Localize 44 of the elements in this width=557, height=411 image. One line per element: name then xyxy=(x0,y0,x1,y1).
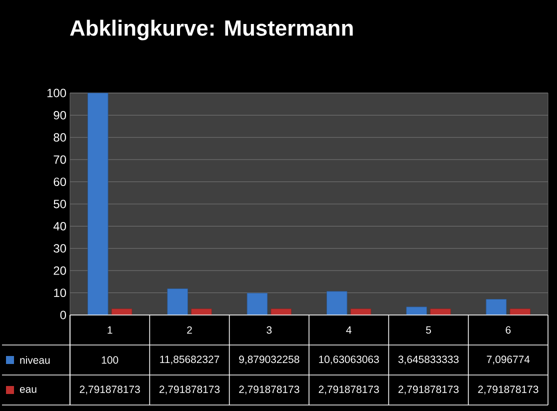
y-tick-label: 10 xyxy=(54,288,66,298)
bar xyxy=(326,291,348,316)
y-tick-label: 60 xyxy=(54,178,66,186)
y-tick-label: 100 xyxy=(47,88,66,98)
bar xyxy=(486,299,507,316)
x-tick-label: 1 xyxy=(108,326,112,334)
y-tick-label: 40 xyxy=(53,222,66,230)
x-tick-label: 5 xyxy=(426,326,431,334)
bar xyxy=(406,306,427,316)
y-tick-label: 50 xyxy=(54,200,66,208)
data-label: 3,645833333 xyxy=(398,356,459,364)
x-tick-label: 6 xyxy=(506,326,511,334)
bar xyxy=(430,308,451,316)
y-tick-label: 20 xyxy=(54,266,66,275)
data-label: 2,791878173 xyxy=(478,386,538,394)
y-tick-label: 70 xyxy=(54,155,66,164)
bar xyxy=(350,308,372,316)
y-tick-label: 80 xyxy=(54,133,66,142)
x-tick-label: 3 xyxy=(266,326,272,334)
chart-title: Abklingkurve: Mustermann xyxy=(70,20,353,40)
y-tick-label: 30 xyxy=(54,244,66,253)
y-tick-label: 90 xyxy=(54,110,66,120)
bar xyxy=(167,288,188,316)
bar xyxy=(246,292,268,316)
data-label: 11,85682327 xyxy=(160,356,220,364)
legend-label: niveau xyxy=(20,356,50,364)
bar xyxy=(111,308,132,316)
bar xyxy=(510,308,530,316)
bar xyxy=(191,308,212,316)
x-tick-label: 2 xyxy=(187,326,192,334)
legend-label: eau xyxy=(20,387,36,393)
data-label: 9,879032258 xyxy=(239,356,300,364)
x-tick-label: 4 xyxy=(346,326,352,334)
data-label: 2,791878173 xyxy=(80,386,140,394)
y-tick-label: 0 xyxy=(60,310,66,320)
data-label: 2,791878173 xyxy=(159,386,220,394)
data-label: 2,791878173 xyxy=(318,386,379,394)
data-label: 10,63063063 xyxy=(319,356,379,364)
data-label: 100 xyxy=(102,356,118,364)
data-label: 2,791878173 xyxy=(398,386,459,394)
data-label: 2,791878173 xyxy=(239,386,300,394)
bar xyxy=(270,308,292,316)
bar xyxy=(88,92,108,316)
data-label: 7,096774 xyxy=(486,356,530,364)
